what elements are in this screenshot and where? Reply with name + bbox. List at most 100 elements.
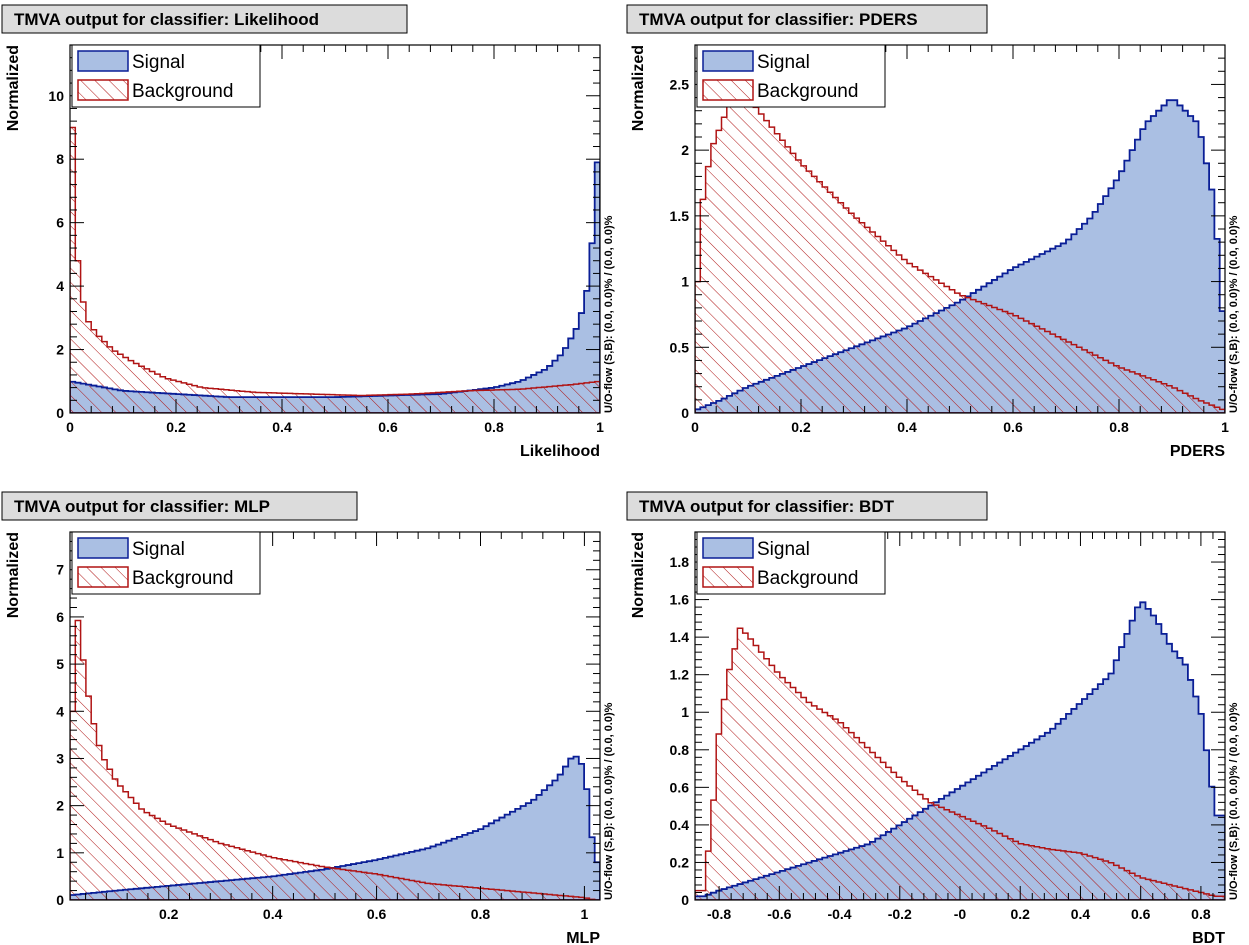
y-tick-label: 7 <box>56 562 64 578</box>
y-axis-label: Normalized <box>630 45 647 131</box>
x-tick-label: 0.2 <box>159 906 179 922</box>
y-tick-label: 2 <box>56 342 64 358</box>
y-tick-label: 1 <box>56 845 64 861</box>
legend-background-label: Background <box>757 568 858 589</box>
y-tick-label: 0 <box>56 405 64 421</box>
y-tick-label: 4 <box>56 278 64 294</box>
y-tick-label: 8 <box>56 151 64 167</box>
y-tick-label: 0.6 <box>670 779 690 795</box>
x-tick-label: 0.4 <box>263 906 283 922</box>
x-tick-label: -0.6 <box>767 906 791 922</box>
legend-background-swatch <box>702 79 754 101</box>
y-tick-label: 1.5 <box>670 208 690 224</box>
signal-histogram-line <box>695 99 1225 413</box>
y-tick-label: 0 <box>681 405 689 421</box>
x-tick-label: 0.8 <box>1109 419 1129 435</box>
x-tick-label: -0 <box>954 906 967 922</box>
y-axis-label: Normalized <box>5 45 22 131</box>
x-tick-label: 0.6 <box>1003 419 1023 435</box>
chart-title-box <box>626 4 988 34</box>
y-tick-label: 3 <box>56 750 64 766</box>
x-tick-label: 0.4 <box>1071 906 1091 922</box>
x-tick-label: 0.8 <box>471 906 491 922</box>
y-tick-label: 1 <box>681 274 689 290</box>
y-tick-label: 0.5 <box>670 339 690 355</box>
legend-signal-label: Signal <box>132 539 185 560</box>
x-tick-label: 0 <box>66 419 74 435</box>
background-histogram-hatch <box>695 92 1225 413</box>
signal-histogram-line <box>695 601 1225 900</box>
x-tick-label: 1 <box>581 906 589 922</box>
overflow-label: U/O-flow (S,B): (0.0, 0.0)% / (0.0, 0.0)… <box>603 702 615 900</box>
x-tick-label: 0.6 <box>378 419 398 435</box>
x-tick-label: 0.8 <box>1191 906 1211 922</box>
legend: Signal Background <box>696 44 886 108</box>
x-tick-label: -0.2 <box>888 906 912 922</box>
x-tick-label: 0.2 <box>791 419 811 435</box>
x-tick-label: -0.4 <box>827 906 851 922</box>
y-tick-label: 2.5 <box>670 76 690 92</box>
x-tick-label: 0.2 <box>1010 906 1030 922</box>
y-tick-label: 0.4 <box>670 817 690 833</box>
y-tick-label: 4 <box>56 703 64 719</box>
y-tick-label: 1.6 <box>670 592 690 608</box>
signal-histogram-line <box>70 161 600 413</box>
x-axis-label: Likelihood <box>520 443 600 460</box>
legend-background-label: Background <box>132 81 233 102</box>
chart-title: TMVA output for classifier: BDT <box>639 497 895 516</box>
chart-title-box <box>626 491 988 521</box>
legend-background-label: Background <box>757 81 858 102</box>
y-tick-label: 0.8 <box>670 742 690 758</box>
background-histogram-hatch <box>695 628 1225 900</box>
chart-title: TMVA output for classifier: Likelihood <box>14 10 319 29</box>
y-tick-label: 0.2 <box>670 854 690 870</box>
chart-panel: TMVA output for classifier: MLP 0.2 0.4 0.6… <box>1 491 615 945</box>
y-tick-label: 0 <box>681 892 689 908</box>
background-histogram-hatch <box>70 127 600 413</box>
y-tick-label: 2 <box>56 798 64 814</box>
x-tick-label: 0.4 <box>272 419 292 435</box>
x-tick-label: 0.4 <box>897 419 917 435</box>
x-tick-label: 0 <box>691 419 699 435</box>
x-tick-label: 0.6 <box>1131 906 1151 922</box>
background-histogram-line <box>70 126 600 413</box>
legend-background-swatch <box>77 566 129 588</box>
legend: Signal Background <box>71 531 261 595</box>
legend-signal-label: Signal <box>132 52 185 73</box>
legend-signal-swatch <box>702 50 754 72</box>
background-histogram-line <box>695 627 1225 900</box>
x-tick-label: -0.8 <box>707 906 731 922</box>
plot-frame <box>69 44 601 414</box>
y-tick-label: 1.8 <box>670 554 690 570</box>
signal-histogram-line <box>70 755 600 900</box>
background-histogram-hatch <box>70 620 600 900</box>
legend-background-swatch <box>77 79 129 101</box>
overflow-label: U/O-flow (S,B): (0.0, 0.0)% / (0.0, 0.0)… <box>1228 702 1240 900</box>
chart-panel: TMVA output for classifier: PDERS 0 0.2 0.4… <box>626 4 1240 460</box>
legend-signal-swatch <box>702 537 754 559</box>
overflow-label: U/O-flow (S,B): (0.0, 0.0)% / (0.0, 0.0)… <box>603 215 615 413</box>
y-tick-label: 1.4 <box>670 629 690 645</box>
legend-signal-swatch <box>77 537 129 559</box>
chart-title-box <box>1 491 358 521</box>
legend: Signal Background <box>71 44 261 108</box>
legend-background-label: Background <box>132 568 233 589</box>
signal-histogram-fill <box>70 756 600 900</box>
x-tick-label: 1 <box>596 419 604 435</box>
x-axis-label: PDERS <box>1170 443 1225 460</box>
legend-signal-swatch <box>77 50 129 72</box>
legend-signal-label: Signal <box>757 539 810 560</box>
overflow-label: U/O-flow (S,B): (0.0, 0.0)% / (0.0, 0.0)… <box>1228 215 1240 413</box>
signal-histogram-fill <box>695 100 1225 413</box>
y-tick-label: 6 <box>56 609 64 625</box>
x-tick-label: 0.6 <box>367 906 387 922</box>
x-tick-label: 0.2 <box>166 419 186 435</box>
chart-title: TMVA output for classifier: PDERS <box>639 10 918 29</box>
signal-histogram-fill <box>695 602 1225 900</box>
y-axis-label: Normalized <box>630 532 647 618</box>
y-tick-label: 6 <box>56 215 64 231</box>
y-tick-label: 2 <box>681 142 689 158</box>
y-tick-label: 10 <box>48 88 64 104</box>
